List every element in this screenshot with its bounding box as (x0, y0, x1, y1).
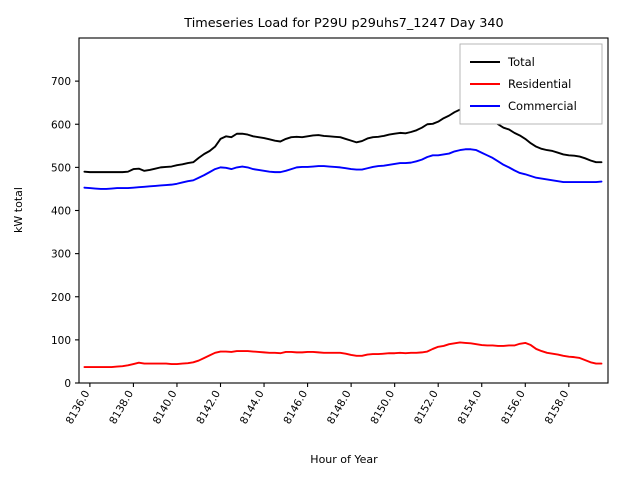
chart-title: Timeseries Load for P29U p29uhs7_1247 Da… (183, 16, 503, 31)
x-tick-label: 8144.0 (238, 389, 267, 427)
y-tick-label: 100 (51, 335, 71, 347)
x-tick-label: 8136.0 (64, 389, 93, 427)
x-tick-label: 8142.0 (194, 389, 223, 427)
y-tick-label: 400 (51, 206, 71, 218)
x-axis-label: Hour of Year (310, 453, 378, 466)
y-tick-label: 200 (51, 292, 71, 304)
series-line-residential (83, 341, 603, 368)
legend-label-total: Total (507, 55, 535, 69)
x-tick-label: 8154.0 (456, 389, 485, 427)
x-tick-label: 8140.0 (151, 389, 180, 427)
series-line-total (83, 107, 603, 174)
y-tick-label: 700 (51, 76, 71, 88)
x-tick-label: 8150.0 (368, 389, 397, 427)
y-axis-ticks: 0 100 200 300 400 500 600 700 (51, 76, 79, 390)
series-lines-group (83, 107, 603, 368)
x-tick-label: 8156.0 (499, 389, 528, 427)
y-tick-label: 500 (51, 162, 71, 174)
x-tick-label: 8148.0 (325, 389, 354, 427)
x-tick-label: 8152.0 (412, 389, 441, 427)
y-tick-label: 300 (51, 249, 71, 261)
x-axis-ticks: 8136.0 8138.0 8140.0 8142.0 8144.0 8146.0 8148… (64, 383, 572, 427)
series-line-commercial (83, 148, 603, 190)
x-tick-label: 8138.0 (107, 389, 136, 427)
x-tick-label: 8158.0 (543, 389, 572, 427)
y-axis-label: kW total (12, 187, 25, 233)
chart-legend: Total Residential Commercial (459, 43, 603, 125)
y-tick-label: 0 (64, 378, 71, 390)
x-tick-label: 8146.0 (281, 389, 310, 427)
legend-label-residential: Residential (508, 77, 571, 91)
y-tick-label: 600 (51, 119, 71, 131)
legend-label-commercial: Commercial (508, 99, 577, 113)
